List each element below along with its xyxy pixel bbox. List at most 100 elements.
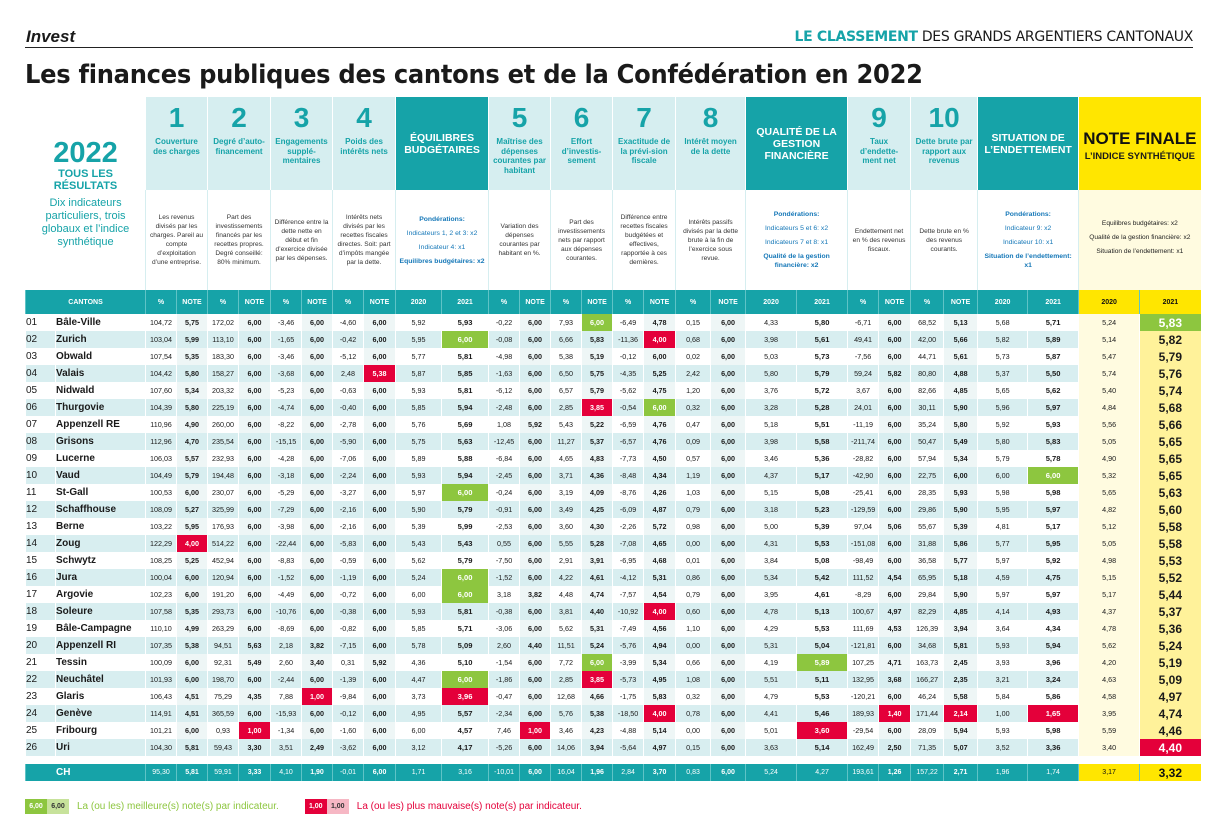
cell: -1,19 <box>332 569 364 586</box>
indicator-number: 3 <box>293 102 310 133</box>
cell: 6,00 <box>301 603 333 620</box>
cell: 5,66 <box>943 331 978 348</box>
cell: 6,00 <box>363 705 396 722</box>
cell: 6,00 <box>519 348 551 365</box>
cell: 6,00 <box>710 382 746 399</box>
canton-row: 11 St-Gall 100,53 6,00 230,07 6,00 -5,29 6,00 -3… <box>25 484 1201 501</box>
cell: 5,15 <box>1078 569 1140 586</box>
cell: 4,82 <box>1078 501 1140 518</box>
group-header: 4 Poids des intérêts nets <box>332 97 396 190</box>
cell: -2,16 <box>332 501 364 518</box>
cell: 2,45 <box>943 654 978 671</box>
cell: 5,71 <box>1027 314 1079 331</box>
cell: 6,00 <box>519 382 551 399</box>
cell: 28,09 <box>910 722 944 739</box>
group-header: SITUATION DE L’ENDETTEMENT <box>977 97 1079 190</box>
cell: -1,54 <box>488 654 520 671</box>
description: Intérêts nets divisés par les recettes f… <box>337 214 391 266</box>
cell: 6,00 <box>878 722 911 739</box>
cell: 4,81 <box>977 518 1028 535</box>
cell: 4,33 <box>745 314 797 331</box>
cell: -6,84 <box>488 450 520 467</box>
cell: 5,57 <box>176 450 208 467</box>
cell: 4,48 <box>550 586 582 603</box>
cell: 5,68 <box>1139 399 1201 416</box>
cell: 5,24 <box>1139 637 1201 654</box>
cell: -211,74 <box>847 433 879 450</box>
cell: 0,00 <box>675 535 711 552</box>
cell: 6,00 <box>301 365 333 382</box>
cell: 3,71 <box>550 467 582 484</box>
cell: 4,90 <box>1078 450 1140 467</box>
cell: -0,82 <box>332 620 364 637</box>
cell: 6,00 <box>238 433 271 450</box>
cell: 5,98 <box>977 484 1028 501</box>
cell: 5,09 <box>441 637 489 654</box>
cell: 6,00 <box>301 382 333 399</box>
canton: Genève <box>54 705 146 722</box>
cell: -4,49 <box>270 586 302 603</box>
cell: 6,00 <box>710 569 746 586</box>
cell: 6,00 <box>878 348 911 365</box>
cell: 122,29 <box>145 535 177 552</box>
cell: 6,00 <box>878 416 911 433</box>
cell: -121,81 <box>847 637 879 654</box>
cell: 4,30 <box>581 518 613 535</box>
cell: 5,97 <box>977 552 1028 569</box>
canton: Zoug <box>54 535 146 552</box>
cell: 183,30 <box>207 348 239 365</box>
cell: 6,00 <box>238 603 271 620</box>
canton-row: 03 Obwald 107,54 5,35 183,30 6,00 -3,46 6,00 -5,… <box>25 348 1201 365</box>
cell: 4,61 <box>581 569 613 586</box>
cell: 5,81 <box>943 637 978 654</box>
cell: 6,00 <box>710 764 746 781</box>
cell: 3,84 <box>745 552 797 569</box>
cell: 5,72 <box>796 382 848 399</box>
cell: 4,97 <box>878 603 911 620</box>
cell: 3,63 <box>745 739 797 756</box>
cell: 1,00 <box>977 705 1028 722</box>
cell: -5,26 <box>488 739 520 756</box>
canton: Grisons <box>54 433 146 450</box>
cell: 5,94 <box>1027 637 1079 654</box>
cell: 3,18 <box>745 501 797 518</box>
group-title: Maîtrise des dépenses courantes par habi… <box>493 137 546 175</box>
cell: 5,65 <box>1078 484 1140 501</box>
cell: 5,46 <box>796 705 848 722</box>
cell: 1,40 <box>878 705 911 722</box>
cell: 1,03 <box>675 484 711 501</box>
cell: 6,00 <box>238 586 271 603</box>
indicator-number: 7 <box>636 102 652 133</box>
cell: -8,29 <box>847 586 879 603</box>
cell: 6,00 <box>176 654 208 671</box>
cell: 4,68 <box>643 552 676 569</box>
cell: 6,00 <box>363 764 396 781</box>
cell: 5,14 <box>643 722 676 739</box>
cell: 5,81 <box>441 382 489 399</box>
cell: 5,36 <box>796 450 848 467</box>
cell: 5,34 <box>745 569 797 586</box>
cell: 7,88 <box>270 688 302 705</box>
brand: Invest <box>26 27 76 46</box>
cell: 29,84 <box>910 586 944 603</box>
total-row: CH 95,30 5,81 59,91 3,33 4,10 1,90 -0,01 6,00 1,7… <box>24 764 1201 781</box>
canton-row: 17 Argovie 102,23 6,00 191,20 6,00 -4,49 6,00 -0… <box>25 586 1201 603</box>
cell: 6,00 <box>643 348 676 365</box>
rank: 02 <box>25 331 56 348</box>
cell: 5,73 <box>977 348 1028 365</box>
cell: -4,74 <box>270 399 302 416</box>
rank: 15 <box>25 552 56 569</box>
cell: 6,00 <box>710 620 746 637</box>
rank: 07 <box>25 416 56 433</box>
cell: 0,57 <box>675 450 711 467</box>
cell: -2,24 <box>332 467 364 484</box>
cell: 104,30 <box>145 739 177 756</box>
cell: 4,00 <box>643 705 676 722</box>
cell: 6,00 <box>710 331 746 348</box>
cell: 5,38 <box>550 348 582 365</box>
cell: 5,53 <box>796 688 848 705</box>
cell: 5,08 <box>796 552 848 569</box>
cell: 5,55 <box>550 535 582 552</box>
